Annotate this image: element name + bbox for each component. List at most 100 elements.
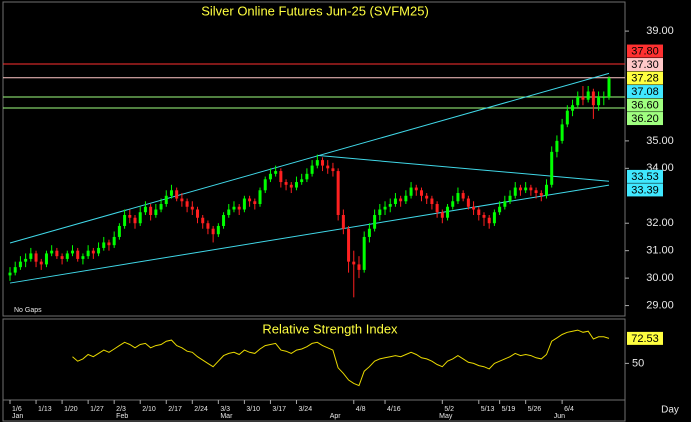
level-box: [627, 169, 663, 183]
x-tick-label: 1/27: [90, 406, 104, 413]
candle-body: [216, 225, 220, 235]
level-label: 33.53: [631, 171, 659, 183]
candle-body: [477, 209, 481, 215]
candle-body: [498, 206, 502, 213]
candle-body: [253, 201, 257, 205]
rsi-line: [72, 329, 610, 387]
candle-body: [399, 198, 403, 202]
y-tick-label: 30.00: [646, 272, 674, 284]
x-tick-label: 5/26: [528, 406, 542, 413]
month-label: May: [439, 413, 453, 420]
candle-body: [544, 184, 548, 196]
candle-body: [300, 179, 304, 183]
candle-body: [435, 204, 439, 213]
candle-body: [607, 78, 611, 97]
candle-body: [586, 91, 590, 100]
candle-body: [597, 96, 601, 106]
candle-body: [279, 171, 283, 183]
candle-body: [451, 201, 455, 207]
y-tick-label: 35.00: [646, 135, 674, 147]
candle-body: [154, 209, 158, 215]
candle-body: [550, 151, 554, 185]
candle-body: [571, 105, 575, 111]
candle-body: [539, 193, 543, 196]
candle-body: [362, 236, 366, 270]
x-tick-label: 1/6: [12, 406, 22, 413]
x-tick-label: 6/4: [564, 406, 574, 413]
candle-body: [50, 250, 54, 254]
candle-body: [352, 261, 356, 265]
candle-body: [175, 190, 179, 199]
candle-body: [404, 195, 408, 202]
candle-body: [466, 198, 470, 207]
candle-body: [97, 247, 101, 254]
candle-body: [149, 206, 153, 215]
level-box: [627, 183, 663, 197]
level-label: 36.20: [631, 113, 659, 125]
candle-body: [305, 173, 309, 180]
candle-body: [222, 214, 226, 226]
candle-body: [128, 214, 132, 218]
candle-body: [284, 182, 288, 185]
candle-body: [576, 96, 580, 106]
candle-body: [169, 190, 173, 196]
y-tick-label: 31.00: [646, 245, 674, 257]
price-panel: [2, 1, 626, 317]
chart-title: Silver Online Futures Jun-25 (SVFM25): [201, 3, 429, 18]
candle-body: [263, 179, 267, 191]
candle-body: [534, 190, 538, 194]
x-tick-label: 2/17: [168, 406, 182, 413]
candle-body: [143, 206, 147, 213]
candle-body: [602, 96, 606, 98]
x-tick-label: 1/13: [38, 406, 52, 413]
trendline: [9, 72, 610, 244]
candle-body: [461, 193, 465, 199]
x-tick-label: 2/3: [116, 406, 126, 413]
candle-body: [185, 201, 189, 207]
level-box: [627, 71, 663, 85]
candle-body: [565, 110, 569, 125]
x-tick-label: 3/3: [220, 406, 230, 413]
candle-body: [393, 198, 397, 205]
period: Day: [661, 405, 679, 416]
level-box: [627, 58, 663, 72]
candle-body: [55, 250, 59, 257]
y-tick-label: 50: [632, 357, 644, 369]
x-tick-label: 3/10: [246, 406, 260, 413]
trendline: [317, 154, 610, 182]
candle-body: [190, 206, 194, 210]
candle-body: [60, 256, 64, 259]
candle-body: [373, 214, 377, 229]
candle-body: [232, 206, 236, 210]
candle-body: [430, 198, 434, 205]
y-tick-label: 32.00: [646, 217, 674, 229]
candle-body: [71, 250, 75, 254]
candle-body: [201, 217, 205, 224]
candle-body: [341, 214, 345, 229]
level-label: 33.39: [631, 184, 659, 196]
candle-body: [383, 206, 387, 210]
candle-body: [591, 91, 595, 106]
candle-body: [555, 140, 559, 152]
candle-body: [508, 195, 512, 202]
candle-body: [86, 250, 90, 257]
date-axis: [2, 399, 626, 422]
x-tick-label: 5/13: [481, 406, 495, 413]
x-tick-label: 5/2: [444, 406, 454, 413]
candle-body: [419, 190, 423, 196]
candle-body: [326, 165, 330, 169]
y-tick-label: 39.00: [646, 25, 674, 37]
candle-body: [274, 171, 278, 174]
candle-body: [237, 206, 241, 210]
candle-body: [8, 272, 12, 276]
candle-body: [117, 225, 121, 237]
rsi-value-label: 72.53: [631, 333, 659, 345]
candle-body: [133, 217, 137, 224]
level-box: [627, 44, 663, 58]
candle-body: [29, 253, 33, 259]
candle-body: [388, 204, 392, 207]
candle-body: [487, 217, 491, 224]
candle-body: [357, 264, 361, 270]
